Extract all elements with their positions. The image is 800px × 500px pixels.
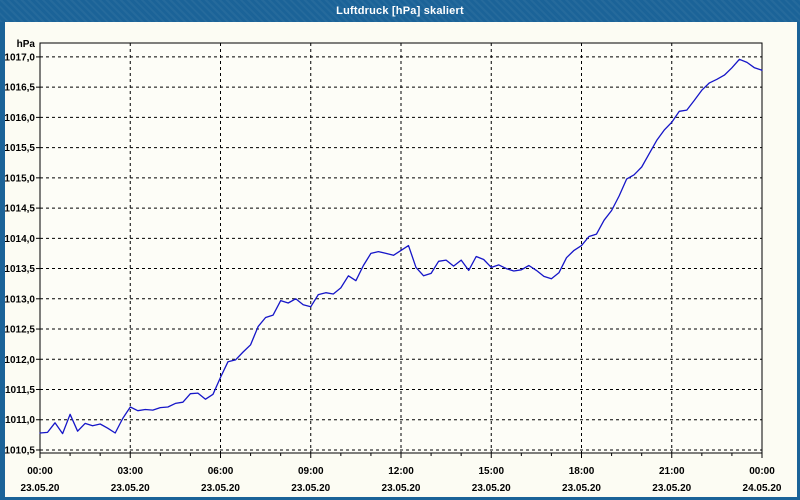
y-tick-label: 1012,0 (5, 355, 35, 366)
y-axis-unit-label: hPa (17, 39, 36, 50)
window-title: Luftdruck [hPa] skaliert (336, 5, 464, 17)
x-date-label: 23.05.20 (291, 483, 330, 494)
x-date-label: 23.05.20 (21, 483, 60, 494)
pressure-chart: 1010,5 1011,0 1011,5 1012,0 1012,5 1013,0 1013… (5, 39, 782, 494)
y-tick-label: 1012,5 (5, 325, 35, 336)
y-tick-label: 1013,5 (5, 264, 35, 275)
x-time-label: 03:00 (117, 466, 143, 477)
y-tick-label: 1010,5 (5, 445, 35, 456)
y-tick-label: 1014,0 (5, 234, 35, 245)
y-tick-label: 1013,0 (5, 294, 35, 305)
x-time-label: 12:00 (388, 466, 414, 477)
chart-panel: 1010,5 1011,0 1011,5 1012,0 1012,5 1013,0 1013… (5, 22, 797, 497)
x-time-label: 00:00 (27, 466, 53, 477)
x-time-label: 06:00 (208, 466, 234, 477)
x-time-label: 21:00 (659, 466, 685, 477)
y-tick-label: 1015,0 (5, 173, 35, 184)
y-tick-label: 1014,5 (5, 204, 35, 215)
x-date-label: 23.05.20 (652, 483, 691, 494)
x-date-label: 23.05.20 (472, 483, 511, 494)
window-titlebar[interactable]: Luftdruck [hPa] skaliert (0, 0, 800, 22)
pressure-line (39, 58, 763, 435)
y-tick-label: 1011,0 (5, 415, 35, 426)
x-time-label: 18:00 (569, 466, 595, 477)
x-date-label: 23.05.20 (111, 483, 150, 494)
x-time-label: 15:00 (478, 466, 504, 477)
y-tick-label: 1017,0 (5, 52, 35, 63)
x-date-label: 23.05.20 (382, 483, 421, 494)
y-tick-label: 1016,0 (5, 113, 35, 124)
y-tick-label: 1016,5 (5, 83, 35, 94)
x-time-label: 09:00 (298, 466, 324, 477)
y-tick-label: 1011,5 (5, 385, 35, 396)
x-date-label: 23.05.20 (562, 483, 601, 494)
plot-border (39, 42, 763, 454)
x-time-label: 00:00 (749, 466, 775, 477)
x-date-label: 24.05.20 (743, 483, 782, 494)
y-tick-label: 1015,5 (5, 143, 35, 154)
x-date-label: 23.05.20 (201, 483, 240, 494)
